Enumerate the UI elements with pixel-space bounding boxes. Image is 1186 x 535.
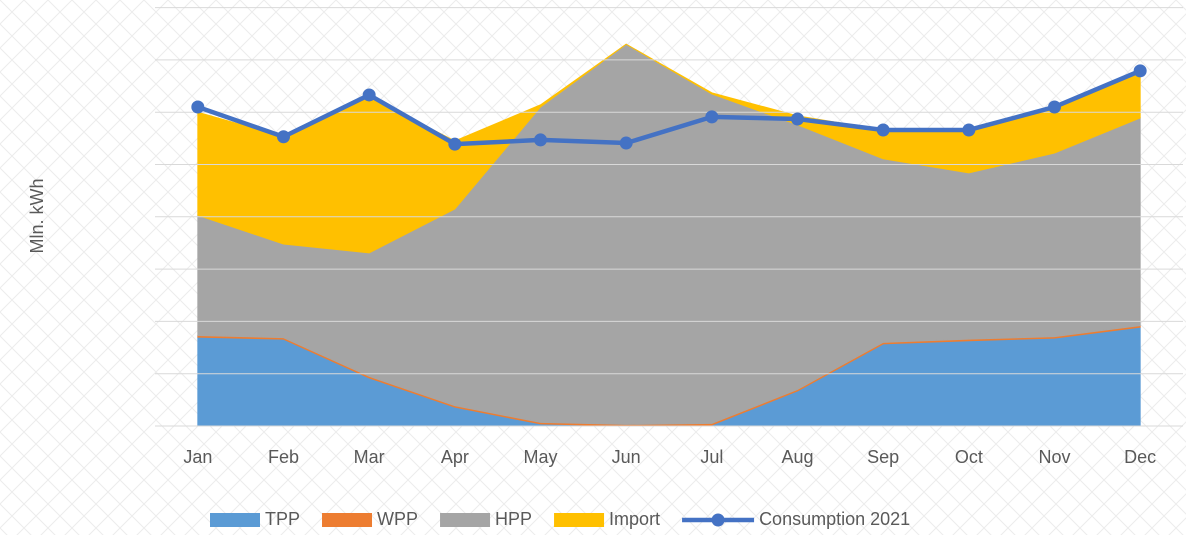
legend-label: Consumption 2021 [759, 509, 910, 529]
marker [534, 133, 547, 147]
x-tick-label: Nov [1038, 447, 1070, 467]
x-tick-label: Feb [268, 447, 299, 467]
marker [1048, 100, 1061, 114]
legend-label: WPP [377, 509, 418, 529]
legend-label: TPP [265, 509, 300, 529]
marker [962, 123, 976, 137]
marker [191, 100, 205, 114]
marker [619, 136, 633, 150]
legend-swatch [210, 513, 260, 527]
legend-marker [711, 513, 725, 527]
x-tick-label: Jun [612, 447, 641, 467]
area [197, 43, 1141, 254]
x-tick-label: Jan [183, 447, 212, 467]
marker [1133, 64, 1147, 78]
legend-swatch [440, 513, 491, 527]
marker [791, 112, 804, 126]
legend-label: HPP [495, 509, 532, 529]
marker [876, 123, 890, 137]
y-axis-label: Mln. kWh [27, 178, 47, 253]
x-tick-label: Oct [955, 447, 983, 467]
marker [362, 88, 376, 102]
marker [277, 130, 290, 144]
x-tick-label: May [523, 447, 557, 467]
legend-label: Import [609, 509, 660, 529]
line [197, 68, 1142, 147]
x-tick-label: Aug [781, 447, 813, 467]
marker [448, 137, 462, 151]
x-tick-label: Dec [1124, 447, 1156, 467]
x-tick-label: Apr [441, 447, 469, 467]
x-tick-label: Jul [700, 447, 723, 467]
legend-swatch [554, 513, 605, 527]
marker [705, 110, 719, 124]
x-tick-label: Sep [867, 447, 899, 467]
legend-swatch [322, 513, 373, 527]
x-tick-label: Mar [354, 447, 385, 467]
